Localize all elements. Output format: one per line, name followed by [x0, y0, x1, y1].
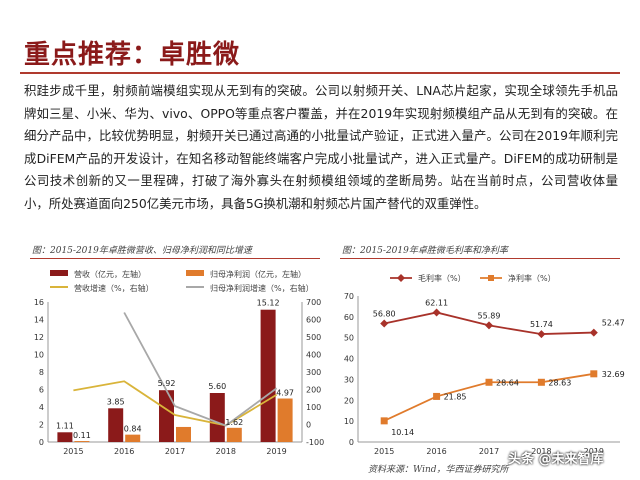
net-margin-label: 21.85: [444, 392, 467, 401]
x-tick-label: 2019: [266, 447, 286, 456]
y-tick-label: 40: [344, 355, 354, 364]
left-tick-label: 12: [34, 333, 44, 342]
profit-bar: [226, 427, 242, 442]
chart1-caption-line: [30, 258, 320, 259]
y-tick-label: 60: [344, 313, 354, 322]
x-tick-label: 2016: [426, 447, 446, 456]
net-margin-point: [433, 392, 441, 400]
x-tick-label: 2015: [374, 447, 394, 456]
gross-margin-label: 55.89: [478, 311, 501, 320]
y-tick-label: 30: [344, 375, 354, 384]
x-tick-label: 2018: [531, 447, 551, 456]
x-tick-label: 2017: [165, 447, 185, 456]
net-margin-point: [380, 417, 388, 425]
legend-marker-1: [488, 275, 494, 281]
page-title: 重点推荐：卓胜微: [24, 40, 241, 70]
legend-swatch-1: [186, 270, 204, 276]
revenue-profit-chart: 营收（亿元，左轴） 归母净利润（亿元，左轴） 营收增速（%，右轴） 归母净利润增速（%…: [34, 269, 324, 456]
profit-bar: [74, 441, 90, 442]
revenue-bar: [57, 432, 73, 442]
x-tick-label: 2018: [216, 447, 236, 456]
legend-label-1: 归母净利润（亿元，左轴）: [210, 269, 306, 279]
net-margin-point: [590, 370, 598, 378]
x-tick-label: 2015: [63, 447, 83, 456]
right-tick-label: 700: [306, 298, 321, 307]
right-tick-label: 0: [306, 421, 311, 430]
left-tick-label: 16: [34, 298, 44, 307]
gross-margin-label: 62.11: [425, 298, 448, 307]
revenue-data-label: 5.92: [158, 379, 176, 388]
legend-label-0: 营收（亿元，左轴）: [74, 269, 146, 279]
profit-growth-line: [123, 312, 278, 427]
left-tick-label: 14: [34, 316, 44, 325]
revenue-data-label: 3.85: [107, 397, 125, 406]
x-tick-label: 2017: [479, 447, 499, 456]
right-tick-label: 500: [306, 333, 321, 342]
revenue-data-label: 1.11: [56, 421, 74, 430]
revenue-bar: [108, 408, 124, 442]
revenue-bar: [209, 393, 225, 442]
chart2-caption-line: [340, 258, 620, 259]
legend-marker-0: [397, 274, 405, 282]
legend-label-3: 归母净利润增速（%，右轴）: [210, 283, 314, 293]
right-tick-label: 400: [306, 351, 321, 360]
y-tick-label: 10: [344, 417, 354, 426]
source-note: 资料来源：Wind，华西证券研究所: [368, 465, 509, 475]
profit-data-label: 4.97: [276, 389, 294, 398]
gross-margin-point: [485, 321, 493, 330]
left-tick-label: 0: [39, 438, 44, 447]
profit-bar: [277, 398, 293, 442]
revenue-bar: [159, 390, 174, 442]
net-margin-label: 28.63: [548, 378, 571, 387]
y-tick-label: 20: [344, 396, 354, 405]
revenue-growth-line: [73, 380, 278, 427]
left-tick-label: 4: [39, 403, 44, 412]
legend-label-1: 净利率（%）: [508, 273, 556, 283]
title-divider: [20, 72, 620, 74]
y-tick-label: 0: [349, 438, 354, 447]
right-tick-label: 200: [306, 386, 321, 395]
profit-data-label: 0.84: [124, 425, 142, 434]
left-tick-label: 8: [39, 368, 44, 377]
legend-label-0: 毛利率（%）: [418, 273, 466, 283]
gross-margin-label: 51.74: [530, 320, 553, 329]
left-tick-label: 10: [34, 351, 44, 360]
gross-margin-label: 56.80: [373, 310, 396, 319]
revenue-data-label: 5.60: [208, 382, 226, 391]
right-tick-label: -100: [306, 438, 324, 447]
gross-margin-point: [380, 319, 389, 328]
net-margin-label: 28.64: [496, 378, 519, 387]
y-tick-label: 50: [344, 334, 354, 343]
legend-label-2: 营收增速（%，右轴）: [74, 283, 154, 293]
chart1-caption: 图：2015-2019年卓胜微营收、归母净利润和同比增速: [32, 246, 252, 256]
right-tick-label: 600: [306, 316, 321, 325]
legend-swatch-0: [50, 270, 68, 276]
net-margin-label: 32.69: [602, 370, 625, 379]
intro-paragraph: 积跬步成千里，射频前端模组实现从无到有的突破。公司以射频开关、LNA芯片起家，实…: [24, 83, 618, 211]
chart2-caption: 图：2015-2019年卓胜微毛利率和净利率: [342, 246, 508, 256]
y-tick-label: 70: [344, 292, 354, 301]
profit-bar: [125, 434, 141, 442]
profit-bar: [176, 426, 191, 442]
net-margin-label: 10.14: [391, 428, 414, 437]
watermark: 头条 @未来智库: [508, 452, 604, 467]
left-tick-label: 2: [39, 421, 44, 430]
profit-data-label: 0.11: [73, 431, 91, 440]
revenue-bar: [260, 309, 276, 442]
profit-data-label: 1.62: [225, 418, 243, 427]
left-tick-label: 6: [39, 386, 44, 395]
gross-margin-point: [432, 308, 441, 317]
x-tick-label: 2019: [584, 447, 604, 456]
gross-margin-point: [537, 330, 546, 339]
gross-margin-label: 52.47: [602, 319, 625, 328]
revenue-data-label: 15.12: [257, 299, 280, 308]
right-tick-label: 300: [306, 368, 321, 377]
x-tick-label: 2016: [114, 447, 134, 456]
gross-margin-point: [589, 328, 598, 337]
margin-chart: 毛利率（%） 净利率（%） 0 10 20 30 40 50 60 70 2015 2016 2017 2…: [344, 273, 625, 456]
net-margin-point: [537, 378, 545, 386]
net-margin-point: [485, 378, 493, 386]
right-tick-label: 100: [306, 403, 321, 412]
